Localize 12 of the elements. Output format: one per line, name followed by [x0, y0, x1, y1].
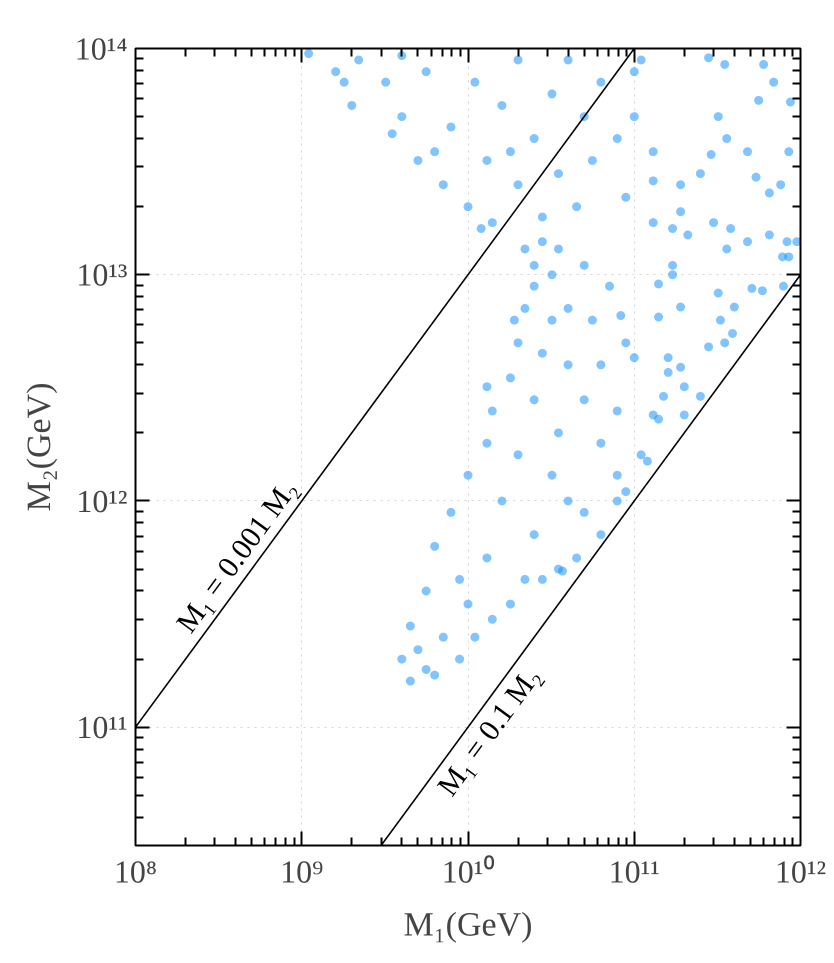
y-tick-label: 10¹² [76, 482, 128, 519]
y-axis-title: M₂(GeV) [20, 382, 58, 512]
x-tick-label: 10⁹ [280, 854, 324, 890]
y-tick-label: 10¹¹ [76, 709, 128, 746]
x-tick-label: 10¹² [774, 854, 826, 890]
x-tick-label: 10¹¹ [608, 854, 660, 890]
text: M₁ = 0.1 M₂ [431, 660, 548, 802]
y-tick-label: 10¹⁴ [74, 30, 128, 66]
x-axis-title: M₁(GeV) [404, 906, 532, 944]
x-tick-label: 10⁸ [114, 854, 158, 890]
x-tick-label: 10¹⁰ [442, 854, 494, 890]
y-tick-label: 10¹³ [76, 256, 128, 293]
